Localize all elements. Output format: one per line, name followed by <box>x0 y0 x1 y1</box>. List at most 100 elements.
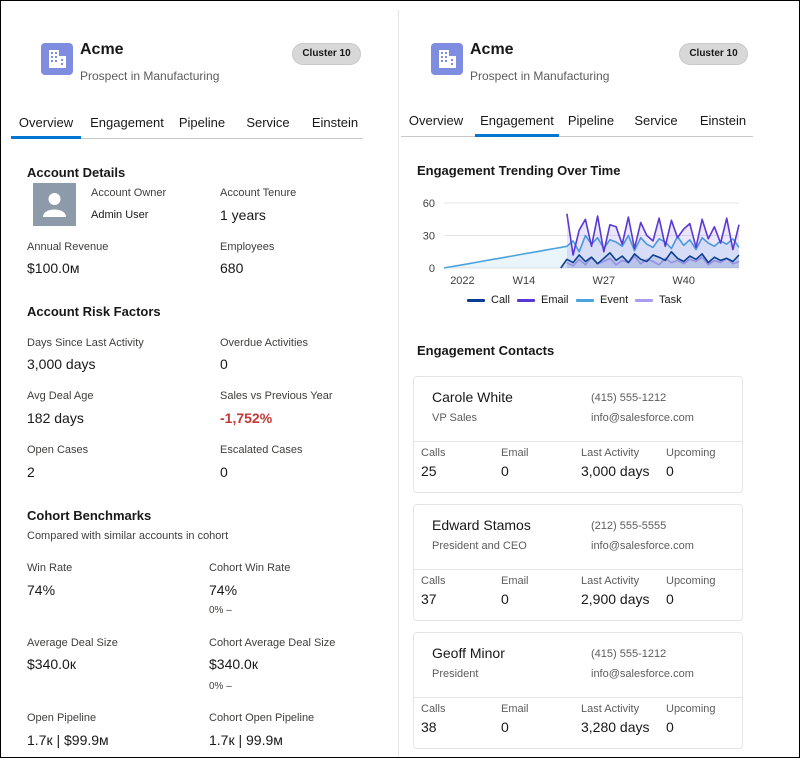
account-subtitle: Prospect in Manufacturing <box>470 69 610 83</box>
contact-email[interactable]: info@salesforce.com <box>591 412 694 424</box>
win-rate-value: 74% <box>27 582 56 598</box>
account-name[interactable]: Acme <box>470 41 514 58</box>
contact-name[interactable]: Edward Stamos <box>432 517 531 533</box>
owner-label: Account Owner <box>91 187 167 199</box>
revenue-label: Annual Revenue <box>27 241 109 253</box>
card-divider <box>414 569 742 570</box>
account-details-heading: Account Details <box>27 165 126 180</box>
contact-email[interactable]: info@salesforce.com <box>591 668 694 680</box>
cohort-subtitle: Compared with similar accounts in cohort <box>27 530 229 542</box>
cluster-badge: Cluster 10 <box>679 43 748 65</box>
upcoming-value: 0 <box>666 463 674 479</box>
contact-phone[interactable]: (415) 555-1212 <box>591 392 667 404</box>
employees-value: 680 <box>220 260 244 276</box>
y-tick-label: 30 <box>423 231 435 243</box>
sales-vs-previous-label: Sales vs Previous Year <box>220 390 333 402</box>
upcoming-label: Upcoming <box>666 447 716 459</box>
last-activity-value: 3,280 days <box>581 719 650 735</box>
contact-title: President and CEO <box>432 540 527 552</box>
avg-deal-age-value: 182 days <box>27 410 84 426</box>
tab-pipeline[interactable]: Pipeline <box>567 113 615 128</box>
last-activity-label: Last Activity <box>581 575 640 587</box>
tab-service[interactable]: Service <box>246 115 290 130</box>
escalated-cases-label: Escalated Cases <box>220 444 303 456</box>
days-since-activity-label: Days Since Last Activity <box>27 337 144 349</box>
legend-email: Email <box>517 294 569 306</box>
email-value: 0 <box>501 591 509 607</box>
y-tick-label: 0 <box>429 263 435 275</box>
avg-deal-size-value: $340.0к <box>27 656 76 672</box>
tab-pipeline[interactable]: Pipeline <box>178 115 226 130</box>
contact-card[interactable]: Edward Stamos President and CEO (212) 55… <box>413 504 743 621</box>
contact-name[interactable]: Geoff Minor <box>432 645 505 661</box>
account-header-right: Acme Prospect in Manufacturing Cluster 1… <box>399 1 799 101</box>
calls-label: Calls <box>421 447 446 459</box>
email-value: 0 <box>501 463 509 479</box>
overdue-activities-value: 0 <box>220 356 228 372</box>
tab-overview[interactable]: Overview <box>11 113 81 139</box>
legend-call: Call <box>467 294 510 306</box>
cohort-open-pipeline-value: 1.7к | 99.9м <box>209 732 283 748</box>
calls-value: 37 <box>421 591 437 607</box>
cohort-benchmarks-heading: Cohort Benchmarks <box>27 508 152 523</box>
cohort-win-rate-label: Cohort Win Rate <box>209 562 291 574</box>
last-activity-value: 3,000 days <box>581 463 650 479</box>
owner-avatar <box>33 183 76 226</box>
legend-email-label: Email <box>541 294 569 306</box>
building-icon <box>41 43 73 75</box>
contact-phone[interactable]: (212) 555-5555 <box>591 520 667 532</box>
email-label: Email <box>501 447 529 459</box>
calls-value: 38 <box>421 719 437 735</box>
contact-phone[interactable]: (415) 555-1212 <box>591 648 667 660</box>
contact-name[interactable]: Carole White <box>432 389 513 405</box>
tab-engagement[interactable]: Engagement <box>475 111 559 137</box>
cohort-avg-deal-size-delta: 0% – <box>209 681 232 692</box>
card-divider <box>414 697 742 698</box>
legend-task-label: Task <box>659 294 682 306</box>
engagement-panel: Acme Prospect in Manufacturing Cluster 1… <box>399 1 799 757</box>
calls-label: Calls <box>421 703 446 715</box>
escalated-cases-value: 0 <box>220 464 228 480</box>
risk-factors-heading: Account Risk Factors <box>27 304 161 319</box>
upcoming-value: 0 <box>666 591 674 607</box>
email-value: 0 <box>501 719 509 735</box>
engagement-chart-title: Engagement Trending Over Time <box>417 163 621 178</box>
win-rate-label: Win Rate <box>27 562 73 574</box>
contact-title: President <box>432 668 479 680</box>
legend-event-label: Event <box>600 294 629 306</box>
building-icon <box>431 43 463 75</box>
open-cases-value: 2 <box>27 464 35 480</box>
account-name[interactable]: Acme <box>80 41 124 58</box>
open-cases-label: Open Cases <box>27 444 89 456</box>
tab-bar: Overview Engagement Pipeline Service Ein… <box>401 111 753 137</box>
email-label: Email <box>501 575 529 587</box>
contact-email[interactable]: info@salesforce.com <box>591 540 694 552</box>
series-area-call <box>560 251 739 268</box>
engagement-chart: 60 30 0 2022 W14 W27 W40 <box>423 198 740 287</box>
tab-einstein[interactable]: Einstein <box>699 113 747 128</box>
series-line-call <box>560 251 740 269</box>
tab-overview[interactable]: Overview <box>408 113 464 128</box>
owner-value[interactable]: Admin User <box>91 209 149 221</box>
contact-card[interactable]: Carole White VP Sales (415) 555-1212 inf… <box>413 376 743 493</box>
legend-event: Event <box>576 294 628 306</box>
last-activity-label: Last Activity <box>581 703 640 715</box>
avg-deal-age-label: Avg Deal Age <box>27 390 94 402</box>
y-tick-label: 60 <box>423 198 435 210</box>
legend-call-label: Call <box>491 294 510 306</box>
open-pipeline-value: 1.7к | $99.9м <box>27 732 109 748</box>
tab-engagement[interactable]: Engagement <box>90 115 164 130</box>
cohort-win-rate-delta: 0% – <box>209 605 232 616</box>
engagement-contacts-heading: Engagement Contacts <box>417 343 555 358</box>
cluster-badge: Cluster 10 <box>292 43 361 65</box>
tab-service[interactable]: Service <box>634 113 678 128</box>
legend-task: Task <box>635 294 682 306</box>
x-tick-label: W40 <box>672 275 695 287</box>
tab-einstein[interactable]: Einstein <box>311 115 359 130</box>
series-line-email <box>566 213 740 256</box>
tab-bar: Overview Engagement Pipeline Service Ein… <box>11 113 363 139</box>
email-label: Email <box>501 703 529 715</box>
contact-card[interactable]: Geoff Minor President (415) 555-1212 inf… <box>413 632 743 749</box>
upcoming-label: Upcoming <box>666 575 716 587</box>
calls-value: 25 <box>421 463 437 479</box>
